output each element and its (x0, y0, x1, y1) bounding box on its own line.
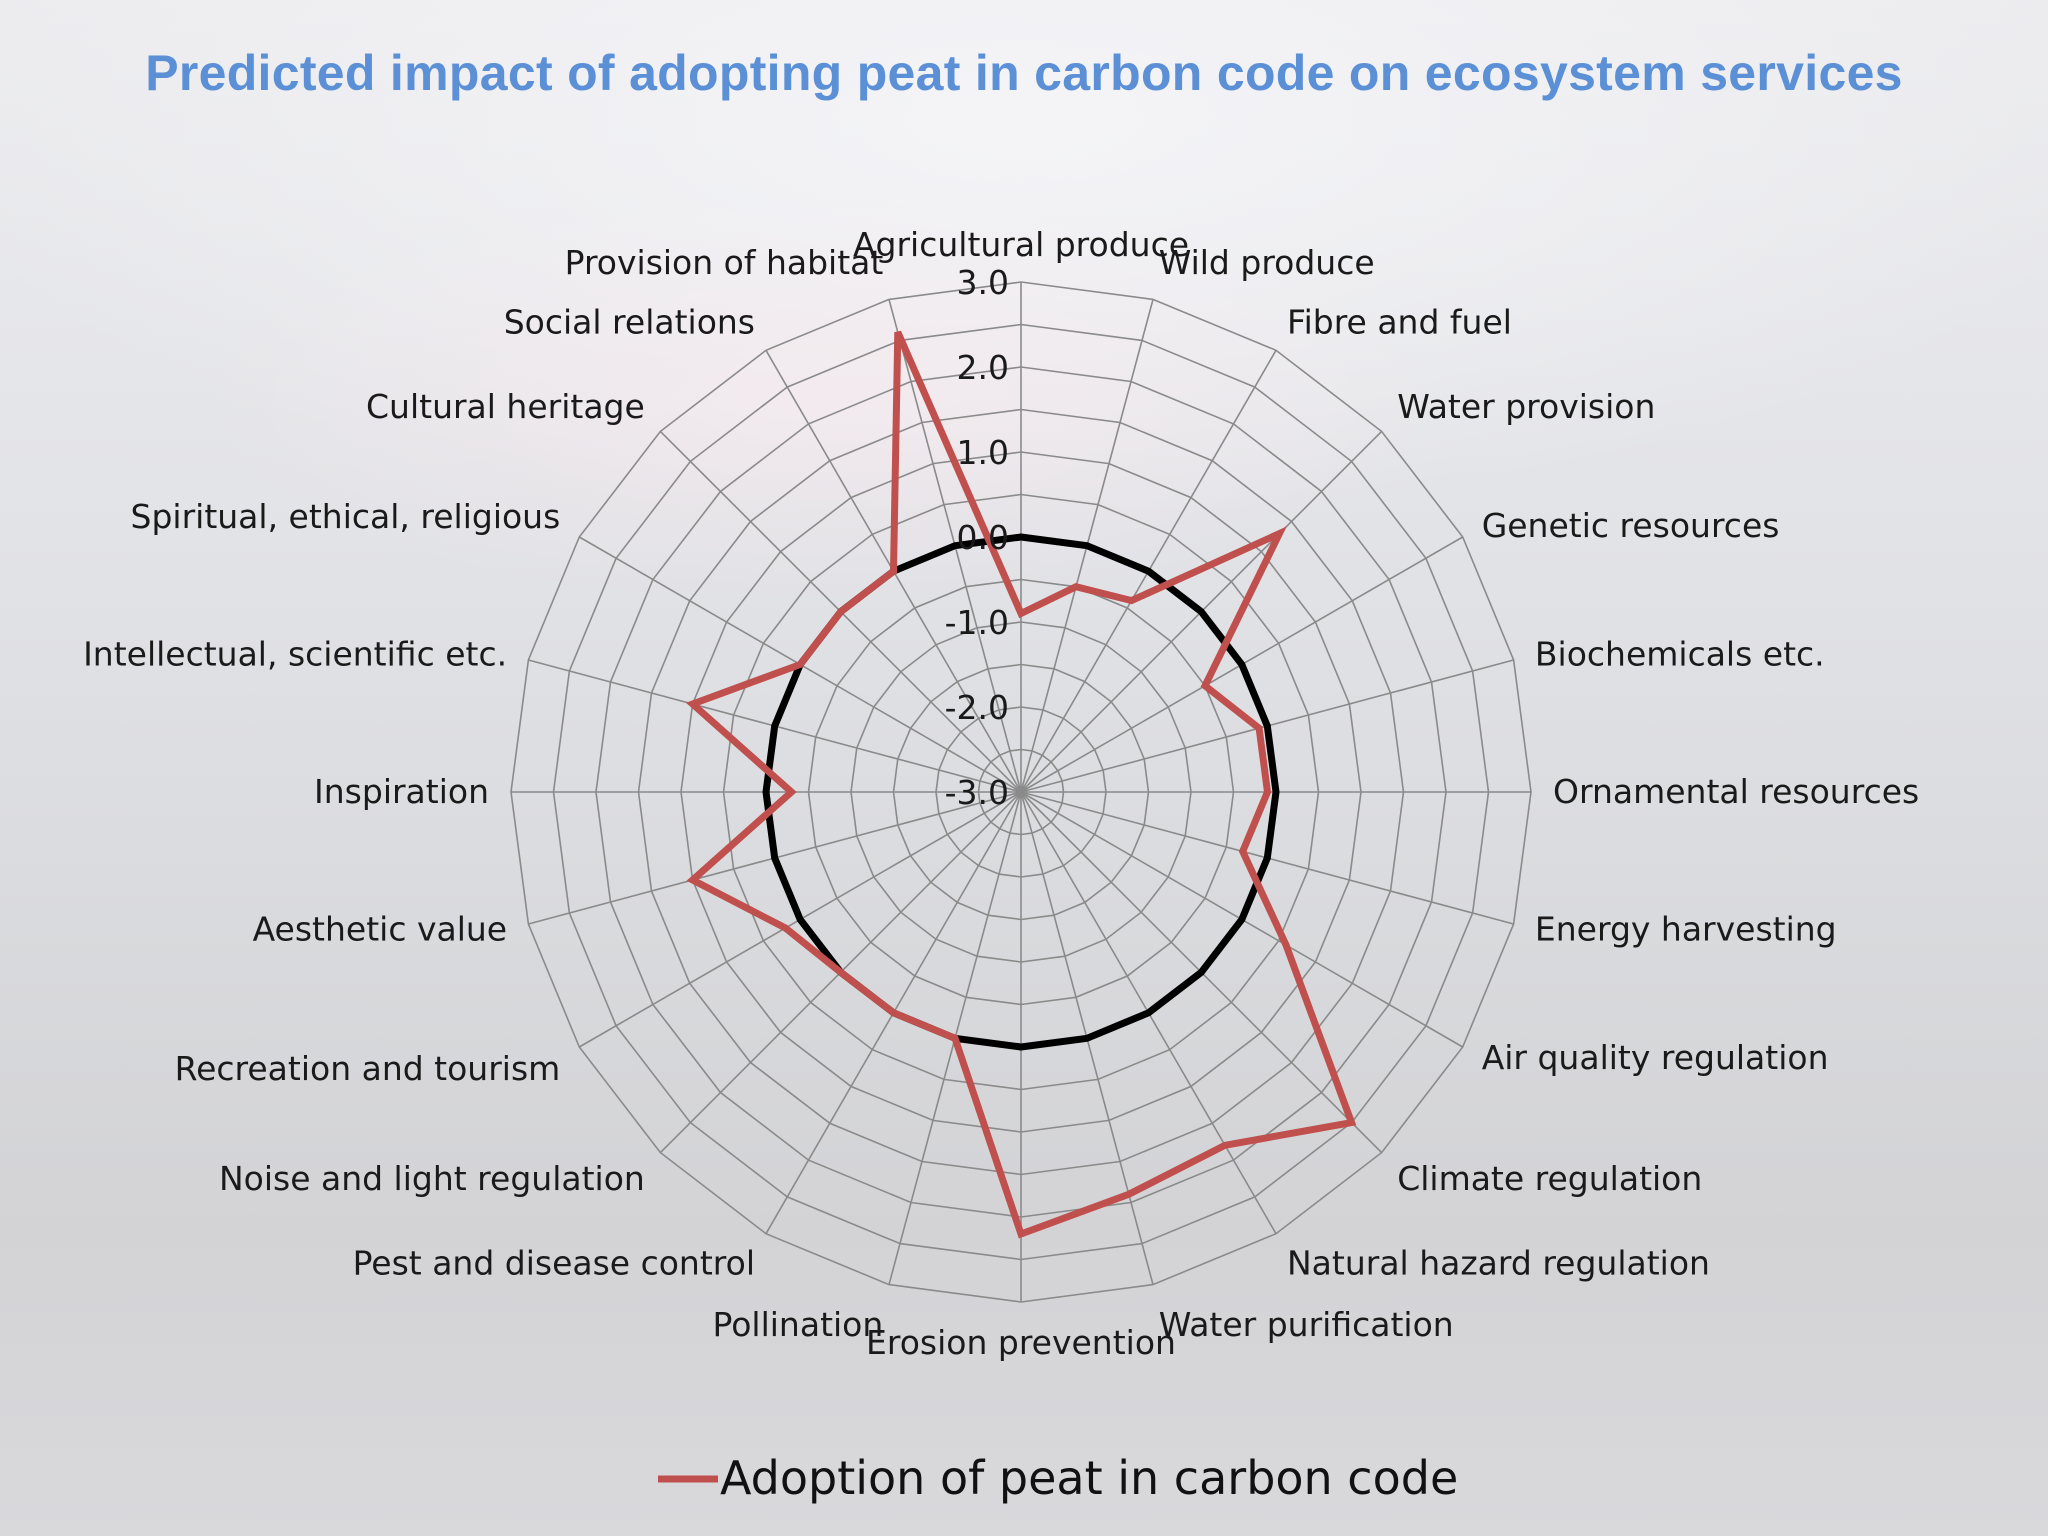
axis-label: Pest and disease control (353, 1244, 755, 1283)
tick-label: 3.0 (957, 263, 1009, 302)
axis-label: Aesthetic value (253, 910, 508, 949)
series-lines (685, 330, 1357, 1239)
legend: Adoption of peat in carbon code (658, 1451, 1458, 1505)
grid (510, 281, 1532, 1303)
axis-label: Natural hazard regulation (1287, 1244, 1710, 1283)
axis-label: Biochemicals etc. (1535, 634, 1825, 673)
axis-label: Erosion prevention (866, 1323, 1176, 1362)
tick-label: 1.0 (957, 433, 1009, 472)
axis-label: Energy harvesting (1535, 910, 1837, 949)
axis-label: Air quality regulation (1482, 1038, 1829, 1077)
axis-label: Ornamental resources (1553, 772, 1919, 811)
tick-label: -3.0 (945, 773, 1009, 812)
tick-label: 2.0 (957, 348, 1009, 387)
tick-labels: 3.0 2.0 1.0 0.0 -1.0 -2.0 -3.0 (945, 263, 1009, 812)
axis-label: Spiritual, ethical, religious (131, 497, 561, 536)
legend-entry: Adoption of peat in carbon code (720, 1451, 1458, 1505)
axis-label: Climate regulation (1397, 1159, 1702, 1198)
axis-label: Agricultural produce (853, 225, 1189, 264)
axis-label: Wild produce (1159, 243, 1375, 282)
axis-label: Pollination (713, 1305, 884, 1344)
axis-label: Cultural heritage (366, 387, 645, 426)
axis-label: Recreation and tourism (175, 1049, 561, 1088)
axis-label: Intellectual, scientific etc. (83, 634, 507, 673)
axis-label: Genetic resources (1482, 506, 1780, 545)
axis-label: Noise and light regulation (219, 1159, 645, 1198)
axis-label: Provision of habitat (565, 243, 884, 282)
axis-label: Social relations (504, 302, 755, 341)
axis-label: Inspiration (314, 772, 489, 811)
axis-label: Fibre and fuel (1287, 302, 1512, 341)
tick-label: 0.0 (957, 518, 1009, 557)
series-line-0 (685, 330, 1357, 1239)
tick-label: -1.0 (945, 603, 1009, 642)
tick-label: -2.0 (945, 688, 1009, 727)
chart-title: Predicted impact of adopting peat in car… (145, 45, 1903, 101)
axis-label: Water purification (1159, 1305, 1454, 1344)
axis-label: Water provision (1397, 387, 1655, 426)
